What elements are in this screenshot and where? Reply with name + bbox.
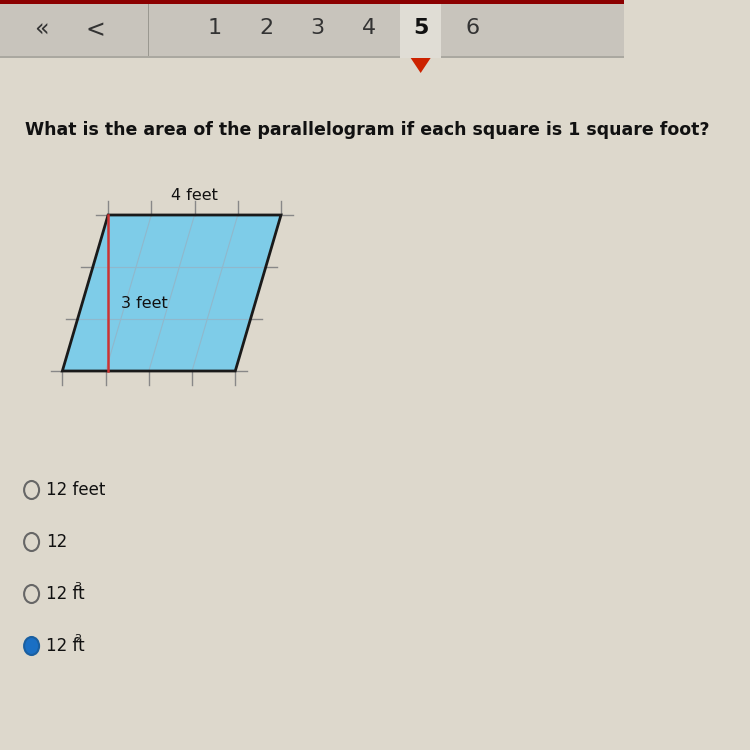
Text: 12 ft: 12 ft: [46, 585, 84, 603]
Text: 1: 1: [208, 18, 221, 38]
Text: <: <: [86, 18, 106, 42]
Bar: [148, 4, 149, 56]
Text: 12 ft: 12 ft: [46, 637, 84, 655]
Circle shape: [24, 637, 39, 655]
Text: 3 feet: 3 feet: [121, 296, 167, 310]
Text: 4 feet: 4 feet: [171, 188, 218, 202]
Text: 12 feet: 12 feet: [46, 481, 105, 499]
Bar: [0, 0, 623, 4]
Text: 3: 3: [310, 18, 325, 38]
Text: 4: 4: [362, 18, 376, 38]
Text: 6: 6: [465, 18, 479, 38]
Text: «: «: [34, 18, 49, 42]
Bar: [0, 56, 623, 58]
Bar: [400, 4, 442, 58]
Text: 2: 2: [74, 634, 81, 644]
Polygon shape: [62, 215, 281, 371]
Polygon shape: [411, 58, 430, 73]
Text: 5: 5: [413, 18, 428, 38]
Text: What is the area of the parallelogram if each square is 1 square foot?: What is the area of the parallelogram if…: [25, 121, 709, 139]
Text: 3: 3: [74, 582, 81, 592]
Text: 2: 2: [259, 18, 273, 38]
Text: 12: 12: [46, 533, 67, 551]
Bar: [0, 0, 623, 58]
